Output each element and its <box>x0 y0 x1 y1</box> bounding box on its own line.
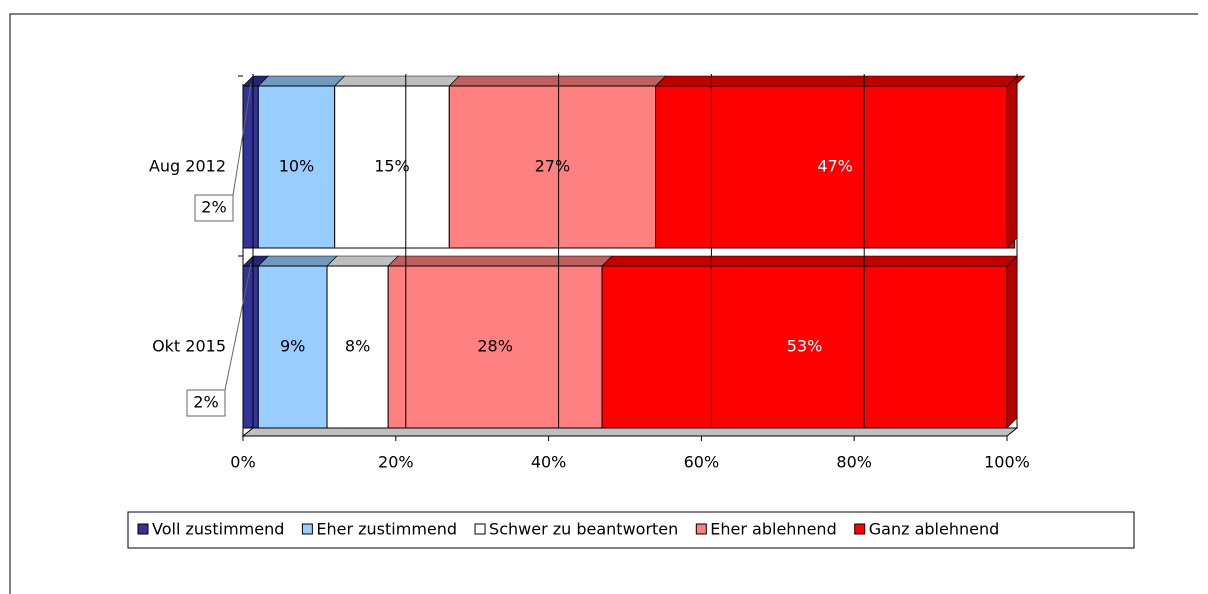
data-label: 47% <box>817 157 853 176</box>
x-tick-label: 60% <box>684 453 720 472</box>
legend-label: Eher ablehnend <box>710 520 836 539</box>
bar-top <box>448 75 667 87</box>
legend-swatch <box>474 523 486 535</box>
data-label: 2% <box>201 198 226 217</box>
bar <box>326 265 389 429</box>
legend-label: Eher zustimmend <box>316 520 457 539</box>
data-label: 53% <box>787 337 823 356</box>
bar-top <box>257 255 338 267</box>
bar-top <box>387 255 613 267</box>
floor <box>241 427 1019 437</box>
y-tick-label: Okt 2015 <box>152 337 226 356</box>
bar-top <box>333 75 461 87</box>
legend-swatch <box>695 523 707 535</box>
x-tick-label: 20% <box>378 453 414 472</box>
data-label: 10% <box>279 157 315 176</box>
bar <box>243 85 259 249</box>
y-tick-label: Aug 2012 <box>149 157 226 176</box>
callout-box <box>194 194 234 222</box>
data-label: 9% <box>280 337 305 356</box>
bar <box>655 85 1016 249</box>
legend-label: Ganz ablehnend <box>869 520 1000 539</box>
data-label: 27% <box>535 157 571 176</box>
leader-line <box>232 83 252 196</box>
callout-box <box>186 389 226 417</box>
bar <box>257 265 328 429</box>
bar <box>387 265 603 429</box>
bar <box>257 85 336 249</box>
bar-side <box>1006 255 1018 429</box>
bar <box>448 85 657 249</box>
chart-frame <box>9 13 1198 594</box>
legend-swatch <box>854 523 866 535</box>
x-tick-label: 40% <box>531 453 567 472</box>
legend-label: Voll zustimmend <box>152 520 284 539</box>
x-tick-label: 80% <box>836 453 872 472</box>
bar-top <box>257 75 346 87</box>
legend-swatch <box>301 523 313 535</box>
x-tick-label: 100% <box>984 453 1030 472</box>
bar-top <box>326 255 399 267</box>
bar-side <box>1006 75 1018 249</box>
data-label: 8% <box>345 337 370 356</box>
legend-swatch <box>137 523 149 535</box>
legend-label: Schwer zu beantworten <box>489 520 678 539</box>
data-label: 2% <box>193 393 218 412</box>
leader-line <box>224 263 252 391</box>
bar-top <box>601 255 1018 267</box>
bar <box>334 85 450 249</box>
data-label: 15% <box>374 157 410 176</box>
data-label: 28% <box>477 337 513 356</box>
legend <box>127 511 1135 549</box>
x-tick-label: 0% <box>230 453 255 472</box>
